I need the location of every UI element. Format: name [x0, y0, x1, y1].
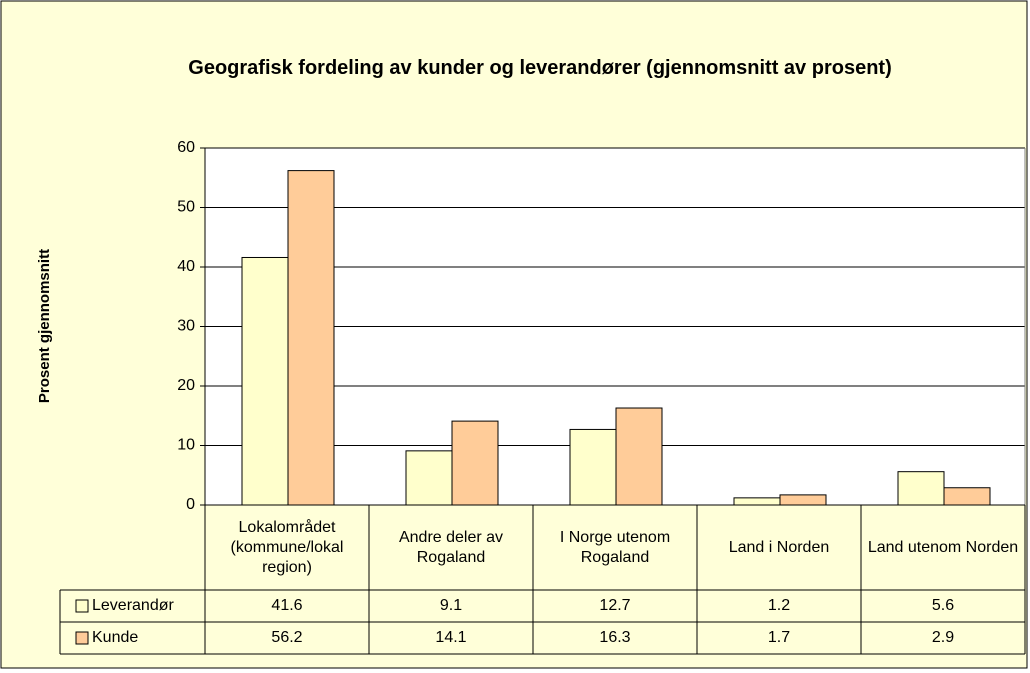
x-tick-label-box: Land i Norden	[728, 538, 830, 556]
x-tick-label: Lokalområdet (kommune/lokal region)	[230, 518, 344, 576]
legend-key	[75, 631, 89, 645]
y-tick-label: 20	[177, 377, 195, 394]
bar	[451, 420, 499, 506]
bar	[287, 170, 335, 506]
bar	[569, 428, 617, 506]
chart-title: Geografisk fordeling av kunder og levera…	[188, 56, 892, 79]
title-box: Geografisk fordeling av kunder og levera…	[188, 56, 892, 79]
y-axis-label: Prosent gjennomsnitt	[36, 249, 53, 403]
x-tick-label: I Norge utenom Rogaland	[559, 528, 671, 566]
bar	[405, 450, 453, 506]
legend-label: Kunde	[92, 629, 138, 646]
bar	[897, 471, 945, 506]
x-tick-label: Land i Norden	[728, 538, 830, 556]
x-tick-label-box: Lokalområdet (kommune/lokal region)	[230, 518, 344, 576]
x-tick-label-box: I Norge utenom Rogaland	[559, 528, 671, 566]
x-tick-label-box: Andre deler av Rogaland	[398, 528, 504, 566]
table-value: 12.7	[599, 597, 630, 614]
bar	[943, 487, 991, 506]
y-tick-label: 40	[177, 258, 195, 275]
table-value: 1.2	[768, 597, 790, 614]
x-tick-label: Andre deler av Rogaland	[398, 528, 504, 566]
table-value: 2.9	[932, 629, 954, 646]
x-tick-label-box: Land utenom Norden	[867, 538, 1019, 556]
table-value: 5.6	[932, 597, 954, 614]
bar	[615, 407, 663, 506]
y-tick-label: 50	[177, 199, 195, 216]
legend-label: Leverandør	[92, 597, 174, 614]
y-tick-label: 0	[186, 496, 195, 513]
y-tick-label: 30	[177, 318, 195, 335]
table-value: 1.7	[768, 629, 790, 646]
bar	[779, 494, 827, 506]
bar	[241, 256, 289, 506]
table-value: 56.2	[271, 629, 302, 646]
table-value: 9.1	[440, 597, 462, 614]
x-tick-label: Land utenom Norden	[867, 538, 1019, 556]
table-value: 41.6	[271, 597, 302, 614]
legend-key	[75, 599, 89, 613]
table-value: 14.1	[435, 629, 466, 646]
y-tick-label: 60	[177, 139, 195, 156]
bar	[733, 497, 781, 506]
table-value: 16.3	[599, 629, 630, 646]
y-tick-label: 10	[177, 437, 195, 454]
